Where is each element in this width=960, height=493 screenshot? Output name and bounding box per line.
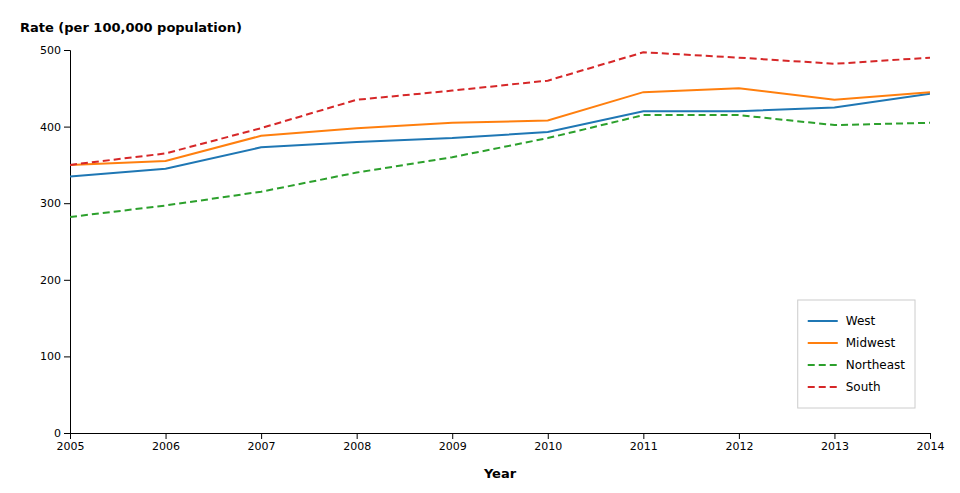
- tick: 2011: [630, 433, 658, 453]
- tick: 2007: [248, 433, 276, 453]
- axis-line: [64, 51, 71, 434]
- tick-label: 2012: [725, 440, 753, 453]
- tick: 300: [40, 197, 70, 210]
- legend-label: Midwest: [846, 336, 896, 350]
- tick-label: 0: [54, 427, 61, 440]
- tick-label: 2009: [439, 440, 467, 453]
- tick: 200: [40, 274, 70, 287]
- series-line: [70, 52, 930, 165]
- tick: 400: [40, 121, 70, 134]
- legend-item: South: [808, 380, 881, 394]
- tick: 0: [54, 427, 70, 440]
- tick-label: 2006: [152, 440, 180, 453]
- tick-mark: [64, 280, 70, 281]
- tick: 100: [40, 350, 70, 363]
- axis-line: [71, 434, 931, 440]
- tick-mark: [64, 127, 70, 128]
- legend-item: Midwest: [808, 336, 896, 350]
- tick-label: 2013: [821, 440, 849, 453]
- legend-swatch: [808, 386, 838, 388]
- y-axis-title: Rate (per 100,000 population): [20, 20, 242, 35]
- tick-mark: [739, 433, 740, 439]
- tick-mark: [64, 50, 70, 51]
- legend-box: [798, 300, 915, 408]
- x-axis-title: Year: [483, 466, 517, 481]
- legend-label: Northeast: [846, 358, 906, 372]
- tick: 2013: [821, 433, 849, 453]
- legend-swatch: [808, 342, 838, 344]
- tick: 2008: [343, 433, 371, 453]
- tick-label: 500: [40, 44, 61, 57]
- tick-mark: [64, 356, 70, 357]
- tick-mark: [64, 433, 70, 434]
- tick-mark: [261, 433, 262, 439]
- legend: West Midwest Northeast South: [798, 300, 915, 408]
- lines: [70, 52, 930, 217]
- legend-item: West: [808, 314, 876, 328]
- tick: 2010: [534, 433, 562, 453]
- tick: 2014: [917, 433, 945, 453]
- legend-swatch: [808, 364, 838, 366]
- x-axis: 2005 2006 2007 2008 2009 2010 2011 2012 2013 2014: [57, 433, 945, 453]
- legend-label: South: [846, 380, 881, 394]
- tick-mark: [643, 433, 644, 439]
- tick-label: 300: [40, 197, 61, 210]
- tick-label: 2010: [534, 440, 562, 453]
- legend-swatch: [808, 320, 838, 322]
- legend-item: Northeast: [808, 358, 906, 372]
- tick: 500: [40, 44, 70, 57]
- tick-label: 2011: [630, 440, 658, 453]
- tick-label: 2014: [917, 440, 945, 453]
- tick: 2009: [439, 433, 467, 453]
- tick-label: 2008: [343, 440, 371, 453]
- tick-label: 2005: [57, 440, 85, 453]
- tick-mark: [64, 203, 70, 204]
- tick: 2006: [152, 433, 180, 453]
- tick-mark: [834, 433, 835, 439]
- series-line: [70, 115, 930, 217]
- tick-mark: [452, 433, 453, 439]
- tick: 2012: [725, 433, 753, 453]
- tick-mark: [930, 433, 931, 439]
- tick-label: 400: [40, 121, 61, 134]
- tick-label: 2007: [248, 440, 276, 453]
- plot-area: 2005 2006 2007 2008 2009 2010 2011 2012 2013 2014…: [40, 44, 945, 453]
- y-axis: 0 100 200 300 400 500: [40, 44, 71, 440]
- tick-mark: [166, 433, 167, 439]
- tick-label: 100: [40, 350, 61, 363]
- tick-mark: [357, 433, 358, 439]
- legend-label: West: [846, 314, 876, 328]
- tick-mark: [548, 433, 549, 439]
- chart: 2005 2006 2007 2008 2009 2010 2011 2012 2013 2014…: [0, 0, 960, 493]
- series-line: [70, 94, 930, 177]
- series-line: [70, 88, 930, 165]
- tick-label: 200: [40, 274, 61, 287]
